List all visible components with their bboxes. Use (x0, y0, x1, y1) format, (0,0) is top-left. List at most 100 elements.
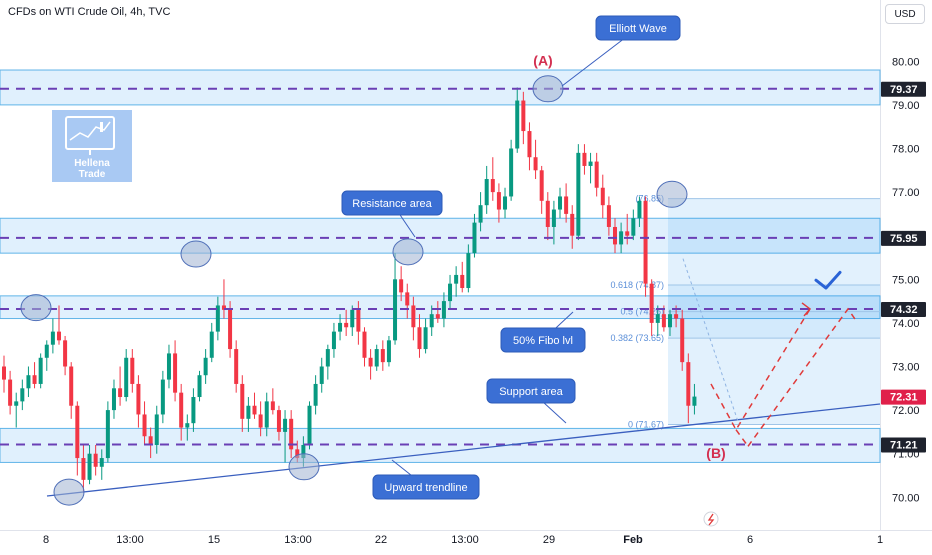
price-label-value: 72.31 (890, 392, 918, 404)
candle-down (490, 179, 495, 193)
candle-down (69, 366, 74, 406)
candle-down (643, 200, 648, 284)
wave-a-label: (A) (533, 53, 552, 69)
price-label-tag (881, 230, 926, 246)
candle-up (264, 401, 269, 428)
candle-down (435, 314, 440, 319)
fib-level-label: 0.5 (74.26) (620, 307, 664, 317)
pivot-circle (288, 453, 320, 481)
candle-up (472, 222, 477, 254)
fib-connector (682, 258, 740, 425)
candle-down (368, 357, 373, 367)
callout-text: Elliott Wave (609, 23, 667, 35)
candle-down (234, 349, 239, 384)
candle-down (649, 283, 654, 323)
candle-down (142, 414, 147, 437)
callout-box (500, 327, 586, 353)
candle-down (680, 318, 685, 363)
candle-down (545, 200, 550, 227)
candle-up (515, 100, 520, 149)
pivot-circle (20, 294, 52, 322)
candle-up (50, 331, 55, 345)
candle-down (252, 405, 257, 415)
candle-layer (2, 87, 697, 493)
candle-up (667, 314, 672, 328)
candle-up (619, 231, 624, 245)
candle-up (692, 396, 697, 406)
candle-up (454, 274, 459, 284)
candle-down (600, 187, 605, 206)
candle-down (527, 131, 532, 158)
time-tick-label: 15 (208, 534, 220, 546)
price-tick-label: 79.00 (892, 100, 920, 112)
callout-text: Support area (499, 386, 563, 398)
candle-down (521, 100, 526, 132)
candle-down (539, 170, 544, 201)
candle-down (240, 383, 245, 419)
projection-path (747, 307, 858, 447)
candle-up (44, 344, 49, 358)
candle-down (411, 305, 416, 328)
candle-up (325, 349, 330, 367)
candle-up (301, 444, 306, 459)
candle-down (270, 401, 275, 411)
price-tick-label: 70.00 (892, 492, 920, 504)
candle-down (417, 327, 422, 350)
candle-up (209, 331, 214, 358)
candle-up (215, 305, 220, 332)
candle-up (26, 375, 31, 389)
candle-up (374, 349, 379, 367)
price-label-value: 79.37 (890, 84, 918, 96)
candle-up (99, 458, 104, 467)
candle-down (32, 375, 37, 384)
candle-up (111, 388, 116, 411)
candle-up (441, 301, 446, 319)
candle-up (166, 353, 171, 380)
candle-up (154, 414, 159, 445)
candle-up (551, 209, 556, 227)
candle-up (160, 379, 165, 415)
candle-up (588, 161, 593, 166)
candle-up (313, 383, 318, 406)
callout-box (595, 15, 681, 41)
overlay-layer (20, 75, 881, 506)
candle-down (2, 366, 6, 380)
time-tick-label: 1 (877, 534, 883, 546)
price-tick-label: 75.00 (892, 274, 920, 286)
candle-down (533, 157, 538, 171)
price-tick-label: 78.00 (892, 144, 920, 156)
candle-up (246, 405, 251, 419)
pivot-circle (392, 238, 424, 266)
candle-up (386, 340, 391, 363)
candle-up (478, 205, 483, 223)
logo-chart-line (69, 121, 111, 141)
price-tick-label: 77.00 (892, 187, 920, 199)
time-tick-label: 22 (375, 534, 387, 546)
price-tick-label: 73.00 (892, 362, 920, 374)
candle-down (613, 226, 617, 245)
candle-down (570, 213, 575, 236)
price-label-value: 71.21 (890, 440, 918, 452)
fib-level-label: (76.85) (635, 194, 664, 204)
candle-down (228, 309, 233, 350)
fibonacci-box: (76.85) 0.618 (74.87) 0.5 (74.26) 0.382 (73… (610, 194, 880, 429)
price-label-tag (881, 389, 926, 405)
chart-title: CFDs on WTI Crude Oil, 4h, TVC (8, 6, 171, 18)
currency-button[interactable]: USD (885, 4, 925, 24)
zone-band (0, 217, 881, 254)
pivot-circle (53, 478, 85, 506)
candle-up (393, 279, 398, 341)
candle-down (130, 357, 135, 384)
candle-up (283, 418, 288, 432)
logo-text-line2: Trade (79, 169, 106, 180)
fib-level-label: 0.618 (74.87) (610, 280, 664, 290)
lightning-icon (707, 513, 715, 526)
candle-down (564, 196, 569, 214)
time-tick-label: 6 (747, 534, 753, 546)
level-layer (0, 87, 880, 446)
candle-up (558, 196, 563, 210)
time-tick-label: 13:00 (284, 534, 312, 546)
candle-down (148, 436, 153, 445)
